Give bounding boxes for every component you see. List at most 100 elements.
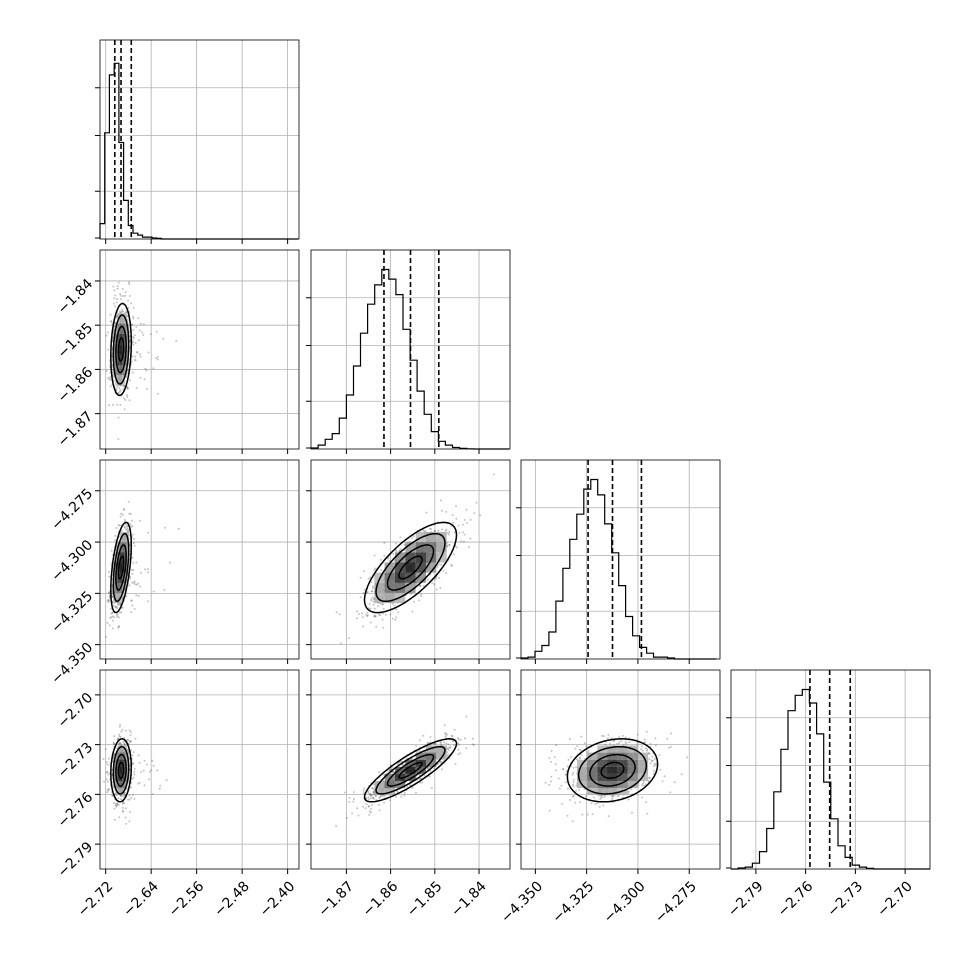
panel-frame	[520, 669, 721, 870]
sample-point	[112, 302, 115, 305]
density-cell	[119, 375, 123, 386]
sample-point	[138, 329, 141, 332]
plot-area	[335, 715, 475, 827]
sample-point	[394, 795, 397, 798]
sample-point	[444, 735, 447, 738]
sample-point	[449, 745, 452, 748]
density-cell	[384, 562, 395, 573]
contour-level-3	[112, 314, 130, 385]
density-shading	[113, 532, 130, 604]
sample-point	[108, 591, 111, 594]
sample-point	[109, 385, 112, 388]
sample-point	[392, 552, 395, 555]
sample-point	[578, 757, 581, 760]
sample-point	[609, 742, 612, 745]
sample-point	[550, 761, 552, 763]
sample-point	[117, 602, 120, 605]
sample-point	[105, 778, 108, 781]
sample-point	[636, 733, 639, 736]
sample-point	[549, 780, 552, 783]
sample-point	[126, 395, 129, 398]
contour-level-2	[115, 753, 127, 787]
sample-point	[150, 769, 153, 771]
sample-point	[123, 519, 126, 521]
density-cell	[122, 354, 125, 365]
sample-point	[579, 756, 581, 759]
sample-point	[165, 779, 168, 782]
panel-frame	[310, 459, 511, 660]
density-cell	[117, 773, 120, 781]
sample-point	[112, 285, 115, 288]
sample-point	[403, 794, 406, 797]
sample-point	[117, 416, 120, 419]
sample-point	[374, 615, 376, 618]
sample-point	[132, 317, 135, 320]
sample-point	[396, 790, 399, 793]
sample-point	[112, 403, 114, 406]
sample-point	[119, 798, 122, 801]
density-cell	[115, 752, 118, 760]
contour-level-4	[363, 738, 458, 803]
sample-point	[117, 804, 120, 806]
sample-point	[572, 783, 575, 786]
sample-point	[142, 333, 145, 336]
sample-point	[123, 525, 126, 528]
sample-point	[628, 741, 631, 744]
sample-point	[348, 800, 351, 803]
sample-point	[116, 298, 119, 300]
sample-point	[562, 768, 565, 771]
sample-point	[116, 607, 118, 610]
sample-point	[406, 785, 409, 788]
sample-point	[118, 611, 121, 614]
density-cell	[374, 582, 385, 593]
sample-point	[439, 586, 442, 589]
sample-point	[572, 781, 575, 784]
sample-point	[465, 747, 468, 750]
histogram-bars	[310, 268, 510, 450]
sample-point	[594, 803, 597, 805]
sample-point	[132, 542, 135, 545]
sample-point	[353, 791, 355, 794]
density-cell	[384, 592, 395, 604]
sample-point	[414, 791, 417, 794]
sample-point	[118, 390, 121, 393]
sample-point	[381, 618, 384, 621]
sample-point	[369, 793, 372, 796]
sample-point	[118, 735, 121, 738]
sample-point	[111, 615, 114, 618]
tick-marks	[95, 490, 289, 664]
sample-point	[105, 370, 108, 372]
sample-point	[137, 582, 139, 585]
sample-point	[129, 811, 132, 814]
sample-point	[381, 603, 384, 606]
sample-point	[371, 587, 374, 590]
sample-point	[382, 607, 385, 610]
sample-point	[445, 528, 448, 531]
histogram-panel-4	[726, 669, 931, 870]
sample-point	[131, 761, 134, 764]
sample-point	[380, 569, 383, 571]
sample-point	[108, 624, 111, 627]
sample-point	[356, 617, 358, 620]
sample-point	[366, 614, 369, 617]
sample-point	[359, 596, 362, 599]
sample-point	[374, 615, 377, 618]
sample-point	[356, 807, 359, 810]
sample-point	[121, 606, 124, 609]
sample-point	[369, 810, 371, 813]
sample-point	[428, 775, 431, 778]
x-tick-label: −2.73	[824, 878, 866, 920]
sample-point	[429, 770, 432, 772]
sample-point	[382, 794, 385, 797]
sample-point	[371, 596, 374, 599]
sample-point	[114, 606, 117, 609]
sample-point	[133, 773, 136, 776]
sample-point	[430, 786, 433, 789]
sample-point	[421, 781, 424, 784]
sample-point	[412, 535, 415, 538]
sample-point	[113, 743, 116, 746]
sample-point	[576, 745, 579, 748]
sample-point	[106, 622, 109, 624]
density-cell	[426, 752, 437, 760]
sample-point	[121, 802, 124, 805]
